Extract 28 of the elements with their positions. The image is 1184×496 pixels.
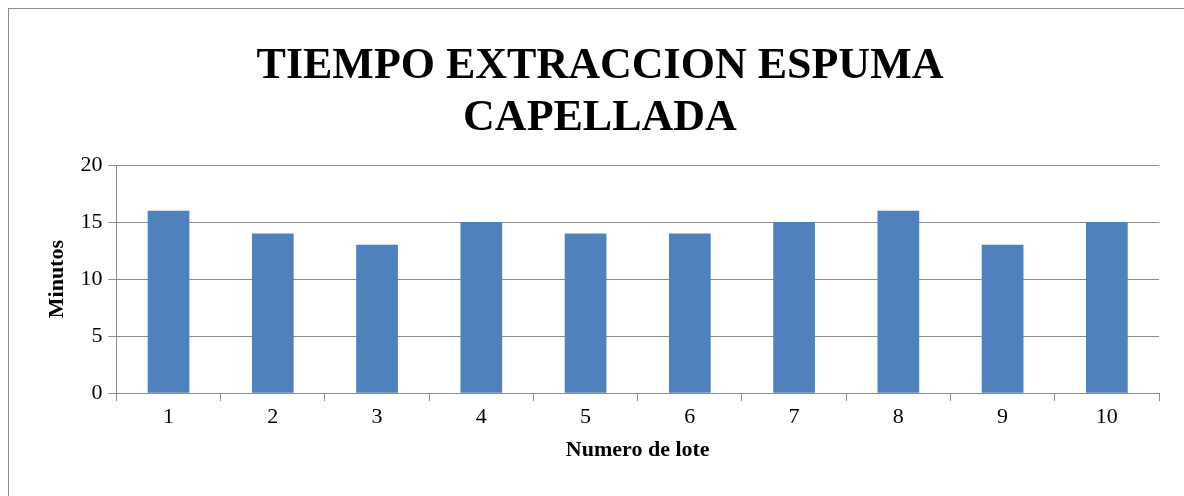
bar xyxy=(981,244,1024,393)
x-tick-label: 10 xyxy=(1095,403,1118,429)
bar xyxy=(773,222,815,393)
y-tick-label: 20 xyxy=(80,150,103,176)
y-tick-label: 5 xyxy=(91,321,103,347)
x-tick-label: 7 xyxy=(788,403,800,429)
x-tick-label: 3 xyxy=(371,403,383,429)
x-tick-label: 2 xyxy=(267,403,279,429)
x-tick-label: 6 xyxy=(684,403,696,429)
bar xyxy=(1086,222,1128,393)
bar xyxy=(251,233,294,393)
bar xyxy=(460,222,503,393)
x-tick-label: 4 xyxy=(475,403,487,429)
x-tick-label: 9 xyxy=(997,403,1009,429)
y-tick-label: 10 xyxy=(80,264,103,290)
x-tick-label: 8 xyxy=(892,403,904,429)
y-tick-label: 15 xyxy=(80,207,103,233)
y-tick-label: 0 xyxy=(91,378,103,404)
x-axis-title: Numero de lote xyxy=(565,436,710,462)
bar xyxy=(668,233,711,393)
bar xyxy=(564,233,607,393)
chart-title: TIEMPO EXTRACCION ESPUMA CAPELLADA xyxy=(255,38,945,142)
x-tick-label: 5 xyxy=(580,403,592,429)
bar xyxy=(877,210,920,393)
y-axis-title: Minutos xyxy=(42,239,68,319)
bar xyxy=(147,210,190,393)
bar xyxy=(356,244,398,393)
x-tick-label: 1 xyxy=(163,403,175,429)
